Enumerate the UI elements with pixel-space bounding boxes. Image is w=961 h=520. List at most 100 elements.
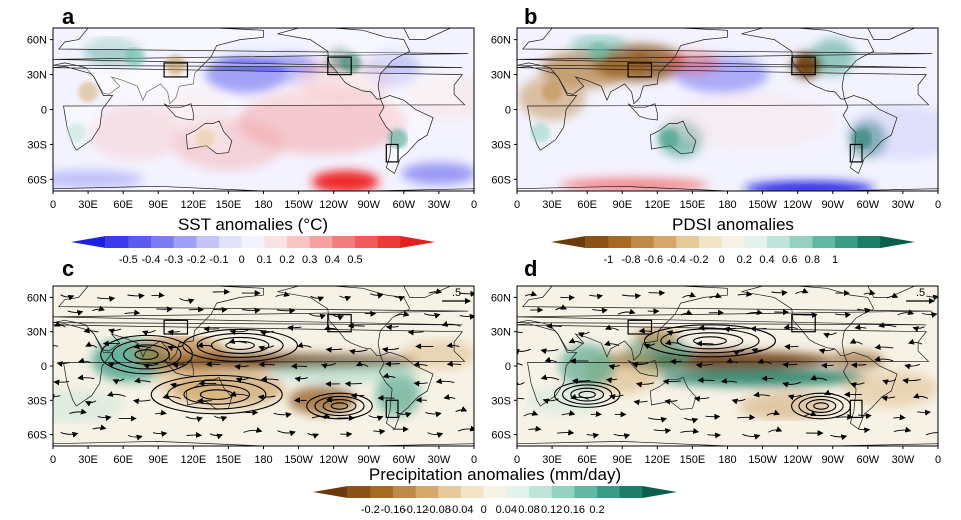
y-tick-label: 60S [491,430,511,442]
colorbar-tick-label: 0.2 [589,504,604,516]
colorbar-tick-label: 0.3 [302,254,317,266]
x-tick-label: 150W [284,454,313,466]
streamline-arrow [162,393,181,400]
streamline-arrow [53,379,70,386]
anomaly-blob [844,370,938,408]
streamline-arrow [904,363,920,370]
streamline-arrow [902,377,921,384]
x-tick-label: 150E [680,454,706,466]
streamline-arrow [680,309,693,316]
streamline-arrow [172,362,185,369]
anomaly-blob [88,104,182,161]
streamline-arrow [693,395,710,402]
streamline-arrow [926,294,938,301]
streamline-arrow [349,348,368,355]
region-box [327,313,352,333]
colorbar-title: SST anomalies (°C) [178,215,328,234]
region-box [163,62,189,78]
colorbar-swatch [857,236,881,248]
colorbar-title: Precipitation anomalies (mm/day) [369,465,621,484]
panel-letter-c: c [62,256,74,281]
streamline-arrow [830,434,848,441]
streamline-arrow [605,377,618,384]
colorbar-swatch [789,236,813,248]
streamline-arrow [653,427,672,434]
streamline-loop [693,336,727,346]
streamline-loop [643,324,776,358]
y-tick-label: 0 [41,105,47,117]
colorbar-tick-label: 0.2 [279,254,294,266]
anomaly-blob [659,368,866,387]
land-anomaly [659,128,680,149]
colorbar-swatch [393,486,417,498]
streamline-arrow [413,380,428,387]
streamline-arrow [782,381,801,388]
coastline [842,95,898,175]
streamline-arrow [179,298,195,305]
colorbar-tick-label: 1 [832,254,838,266]
streamline-loop [183,384,251,405]
streamline-arrow [381,346,399,353]
streamline-arrow [167,345,183,351]
streamline-arrow [53,321,66,328]
streamline-arrow [423,312,441,319]
region-box [385,143,399,163]
anomaly-blob [559,344,616,388]
streamline-arrow [664,339,682,346]
land-anomaly [387,128,408,149]
y-tick-label: 60N [27,292,47,304]
streamline-arrow [259,330,274,336]
streamline-arrow [97,415,112,421]
coastline [517,441,938,446]
x-tick-label: 30E [542,199,562,211]
colorbar-tick-label: 0.8 [805,254,820,266]
streamline-arrow [589,293,604,300]
streamline-arrow [546,322,562,329]
streamline-loop [660,328,760,354]
streamline-arrow [893,426,912,433]
colorbar-swatch [744,236,768,248]
region-box [791,56,816,76]
streamline-arrow [368,415,384,422]
streamline-arrow [185,416,203,423]
streamline-arrow [108,328,122,335]
streamline-arrow [631,362,649,368]
streamline-arrow [84,400,97,407]
colorbar-tick-label: 0.4 [325,254,340,266]
streamline-arrow [242,307,261,314]
colorbar-tick-label: -0.5 [119,254,138,266]
anomaly-blob [403,75,474,121]
streamline-arrow [517,362,523,366]
streamline-arrow [662,378,681,385]
colorbar-swatch [128,236,152,248]
colorbar-tick-label: 0.04 [496,504,517,516]
coastline [163,103,194,121]
streamline-loop [805,399,837,413]
streamline-arrow [912,326,925,333]
streamline-arrow [196,342,214,348]
region-box [627,319,653,335]
x-tick-label: 0 [514,454,520,466]
anomaly-blob [666,93,836,150]
x-tick-label: 30W [892,199,915,211]
x-tick-label: 30E [78,454,98,466]
y-tick-label: 30N [491,70,511,82]
streamline-arrow [446,342,460,349]
colorbar-swatch [400,236,435,248]
streamline-arrow [154,409,167,416]
colorbar-swatch [461,486,485,498]
streamline-loop [330,402,349,410]
x-tick-label: 60W [857,454,880,466]
colorbar-swatch [619,486,643,498]
anomaly-blob [155,87,231,132]
streamline-arrow [83,327,99,334]
colorbar-swatch [812,236,836,248]
x-tick-label: 90E [148,199,168,211]
streamline-arrow [540,374,560,381]
streamline-arrow [540,348,559,355]
x-tick-label: 60E [577,199,597,211]
streamline-arrow [67,310,84,316]
streamline-arrow [229,329,249,335]
colorbar-tick-label: 0.16 [564,504,585,516]
anomaly-blob [559,177,709,191]
